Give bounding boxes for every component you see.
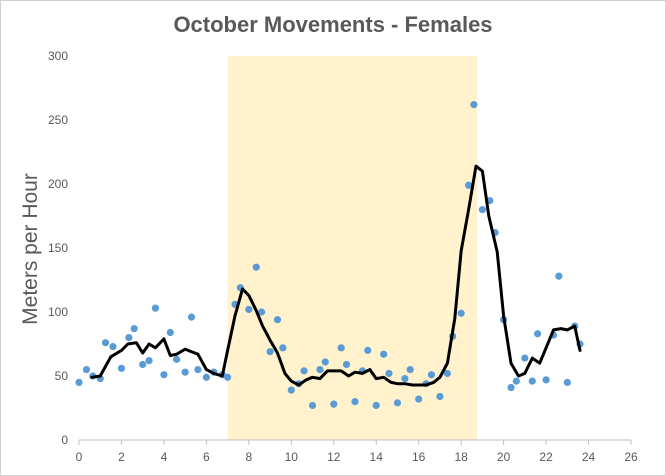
data-point <box>380 350 388 358</box>
data-point <box>507 383 515 392</box>
data-point <box>224 373 232 381</box>
data-point <box>436 392 444 401</box>
data-point <box>457 309 465 317</box>
data-point <box>273 316 282 324</box>
shaded-region <box>227 56 478 440</box>
shaded-region-group <box>227 56 478 440</box>
data-point <box>512 377 520 385</box>
data-point <box>337 344 345 352</box>
tick-labels-group: 0 2 4 6 8 10 12 14 16 18 20 22 24 2605010015020025030… <box>48 49 638 464</box>
data-point <box>194 366 202 374</box>
data-point <box>82 366 91 374</box>
x-tick-label: 4 <box>161 450 168 464</box>
data-point <box>245 305 253 314</box>
x-tick-label: 26 <box>624 450 638 464</box>
data-point <box>130 325 138 333</box>
data-point <box>385 369 393 378</box>
data-point <box>528 377 536 385</box>
x-tick-label: 2 <box>118 450 125 464</box>
data-point <box>372 401 380 410</box>
data-point <box>401 374 409 383</box>
data-point <box>364 346 372 354</box>
x-tick-label: 0 <box>76 450 83 464</box>
data-point <box>117 364 126 372</box>
y-tick-label: 250 <box>48 113 68 127</box>
data-point <box>321 358 329 366</box>
data-point <box>139 360 147 369</box>
data-point <box>316 366 324 374</box>
data-point <box>125 334 133 342</box>
data-point <box>257 308 266 316</box>
data-point <box>563 378 571 386</box>
series-line <box>90 164 582 387</box>
y-tick-label: 200 <box>48 177 68 191</box>
x-tick-label: 8 <box>246 450 253 464</box>
data-point <box>542 376 550 384</box>
data-point <box>342 360 351 369</box>
data-point <box>393 399 402 407</box>
data-point <box>308 401 317 410</box>
x-tick-label: 6 <box>203 450 210 464</box>
chart-title: October Movements - Females <box>173 12 493 37</box>
x-tick-label: 10 <box>285 450 299 464</box>
data-point <box>173 355 181 363</box>
data-point <box>406 366 414 374</box>
data-point <box>521 354 529 362</box>
data-point <box>166 328 174 337</box>
x-tick-label: 24 <box>582 450 596 464</box>
data-point <box>478 206 486 214</box>
x-tick-label: 22 <box>539 450 553 464</box>
data-point <box>415 395 423 403</box>
data-point <box>533 330 542 338</box>
data-point <box>75 378 83 386</box>
y-tick-label: 300 <box>48 49 68 63</box>
y-tick-label: 100 <box>48 305 68 319</box>
data-point <box>151 304 160 312</box>
data-point <box>330 400 338 408</box>
y-tick-label: 0 <box>61 433 68 447</box>
data-point <box>351 398 359 406</box>
x-tick-label: 20 <box>497 450 511 464</box>
data-point <box>279 344 287 352</box>
data-point <box>187 313 196 321</box>
line-series-group <box>90 164 582 387</box>
data-point <box>427 371 436 379</box>
x-tick-label: 14 <box>370 450 384 464</box>
axes-group <box>78 439 632 445</box>
data-point <box>101 339 110 347</box>
x-tick-label: 12 <box>327 450 341 464</box>
data-point <box>145 357 153 365</box>
data-point <box>555 272 563 280</box>
data-point <box>266 348 274 356</box>
data-point <box>300 367 308 375</box>
data-point <box>443 369 451 378</box>
y-tick-label: 50 <box>55 369 69 383</box>
x-tick-label: 18 <box>454 450 468 464</box>
y-tick-label: 150 <box>48 241 68 255</box>
data-point <box>252 263 260 271</box>
data-point <box>287 386 295 394</box>
x-tick-label: 16 <box>412 450 426 464</box>
data-point <box>202 373 210 381</box>
data-point <box>181 368 189 376</box>
data-point <box>470 101 478 109</box>
data-point <box>109 342 117 351</box>
data-point <box>464 181 473 189</box>
data-point <box>160 371 168 379</box>
